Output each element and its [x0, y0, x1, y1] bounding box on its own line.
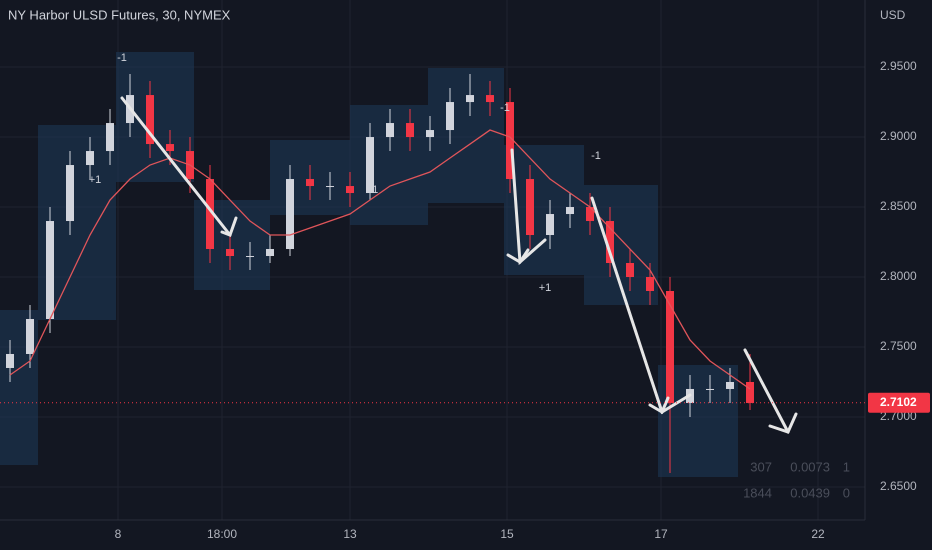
candle-body: [486, 95, 494, 103]
candle-body: [706, 388, 714, 390]
candle-body: [26, 318, 34, 354]
annotation: -1: [117, 52, 127, 64]
candle-body: [166, 144, 174, 152]
x-tick-label: 17: [654, 527, 668, 541]
candle-body: [746, 381, 754, 403]
annotation: -1: [591, 150, 601, 162]
candle-body: [206, 179, 214, 250]
candle-body: [266, 249, 274, 257]
x-tick-label: 18:00: [207, 527, 237, 541]
candle-body: [226, 249, 234, 257]
arrow-head: [648, 396, 670, 415]
arrow-head: [768, 412, 798, 434]
arrow-head: [220, 216, 238, 237]
chart-title: NY Harbor ULSD Futures, 30, NYMEX: [8, 7, 231, 22]
moving-average: [9, 129, 751, 390]
y-tick-label: 2.7500: [880, 339, 917, 353]
candle-body: [46, 221, 54, 319]
candle-body: [466, 95, 474, 103]
candle-body: [506, 102, 514, 180]
candle-body: [6, 353, 14, 368]
candle-body: [426, 130, 434, 138]
candle-body: [246, 256, 254, 258]
box: [194, 200, 270, 290]
x-tick-label: 8: [115, 527, 122, 541]
x-tick-label: 22: [811, 527, 825, 541]
candle-body: [86, 151, 94, 166]
stat-cell: 0.0439: [790, 485, 830, 500]
stat-cell: 1844: [743, 485, 772, 500]
candle-body: [66, 165, 74, 222]
candle-body: [326, 186, 334, 188]
last-price-tag: [868, 392, 930, 413]
stat-cell: 1: [843, 459, 850, 474]
marks: [6, 74, 754, 473]
candle-body: [586, 207, 594, 222]
y-tick-label: 2.9500: [880, 59, 917, 73]
candle-body: [146, 95, 154, 145]
candle-body: [386, 123, 394, 138]
x-tick-label: 13: [343, 527, 357, 541]
box: [428, 68, 504, 203]
drawings: [120, 96, 798, 434]
candle-body: [366, 137, 374, 194]
y-tick-label: 2.6500: [880, 479, 917, 493]
arrow-head: [506, 248, 530, 265]
annotation: +1: [366, 184, 379, 196]
candle-body: [626, 263, 634, 278]
annotation: +1: [89, 174, 102, 186]
candle-body: [286, 179, 294, 250]
candle-body: [106, 123, 114, 152]
stat-cell: 307: [750, 459, 772, 474]
stat-cell: 0: [843, 485, 850, 500]
annotation: +1: [539, 282, 552, 294]
y-tick-label: 2.8000: [880, 269, 917, 283]
x-tick-label: 15: [500, 527, 514, 541]
candle-body: [406, 123, 414, 138]
candle-body: [726, 381, 734, 389]
last-price-label: 2.7102: [880, 395, 917, 409]
candle-body: [606, 221, 614, 264]
y-tick-label: 2.8500: [880, 199, 917, 213]
candle-body: [346, 186, 354, 194]
candle-body: [306, 179, 314, 187]
currency-label: USD: [880, 8, 906, 22]
candle-body: [526, 179, 534, 236]
annotation: -1: [500, 102, 510, 114]
arrow: [120, 96, 232, 237]
candle-body: [546, 214, 554, 236]
stat-cell: 0.0073: [790, 459, 830, 474]
candle-body: [566, 207, 574, 215]
arrow: [743, 348, 790, 434]
range-boxes: [0, 52, 738, 477]
y-tick-label: 2.9000: [880, 129, 917, 143]
candle-body: [646, 277, 654, 292]
candle-body: [666, 291, 674, 403]
candle-body: [446, 102, 454, 131]
box: [350, 105, 428, 225]
